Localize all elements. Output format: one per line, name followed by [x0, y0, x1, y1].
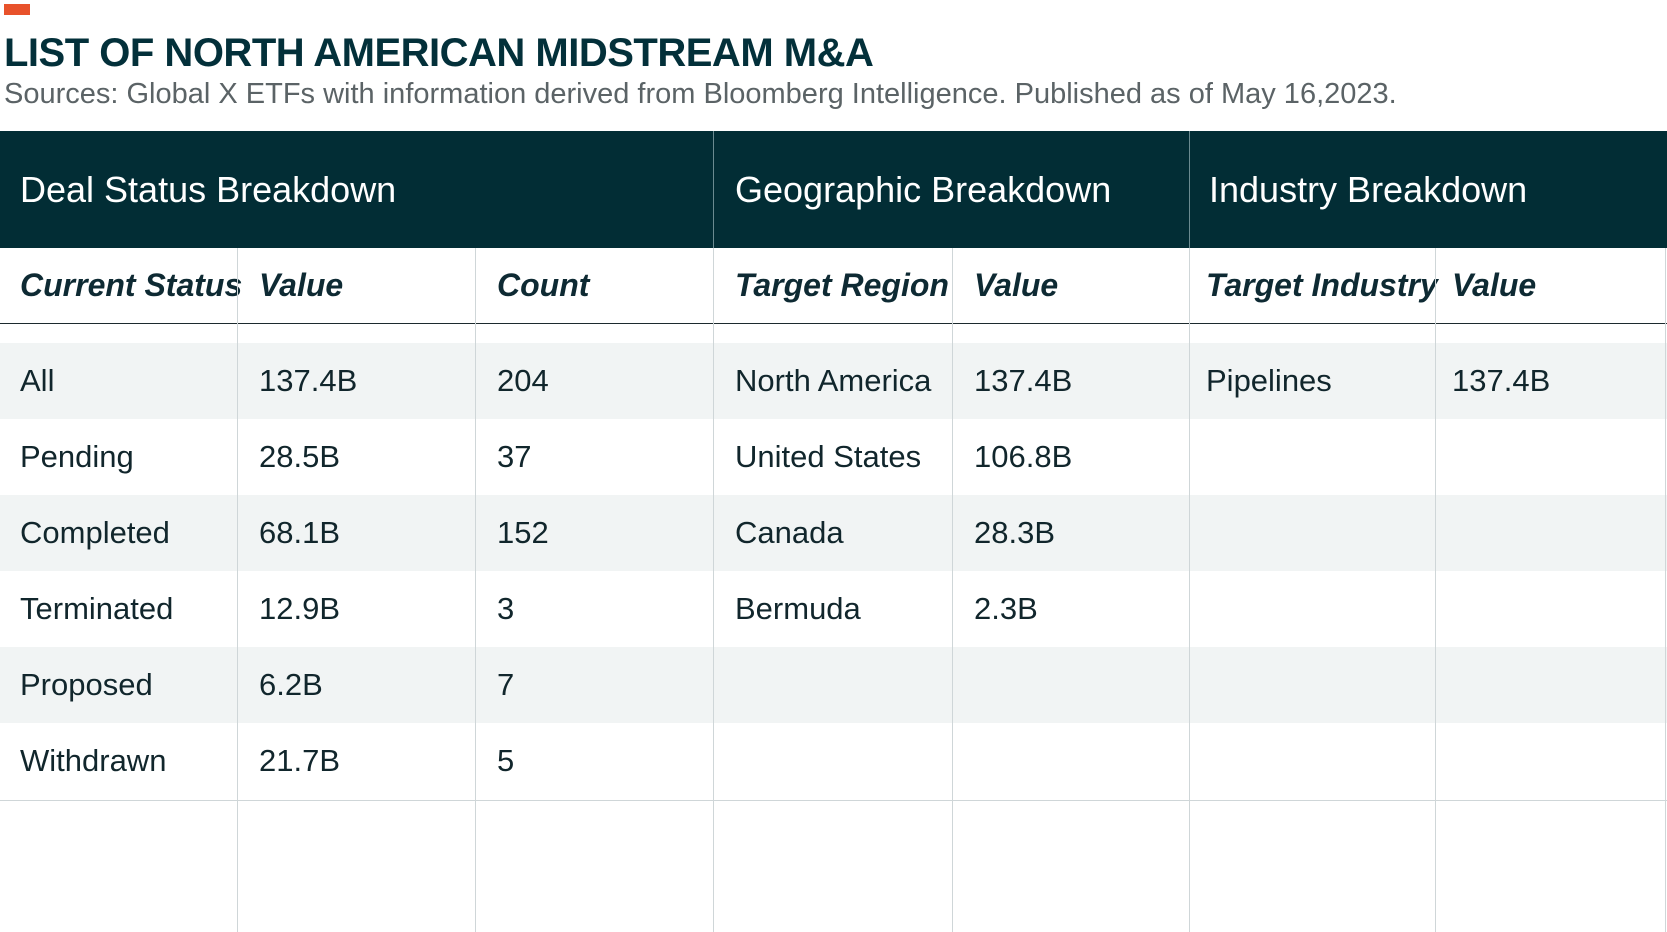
column-divider [952, 248, 953, 932]
status-cell: All [20, 363, 55, 398]
accent-bar [4, 4, 30, 15]
status-cell: Withdrawn [20, 743, 167, 778]
table-bottom-rule [0, 800, 1667, 801]
page-subtitle: Sources: Global X ETFs with information … [4, 78, 1397, 110]
column-divider [1665, 248, 1666, 932]
column-header-value: Value [974, 267, 1059, 303]
status-cell: Proposed [20, 667, 153, 702]
page-title: LIST OF NORTH AMERICAN MIDSTREAM M&A [4, 31, 874, 75]
column-divider [237, 248, 238, 932]
value-cell: 6.2B [259, 667, 323, 702]
column-header-target-industry: Target Industry [1206, 267, 1438, 303]
section-header-band [0, 131, 1667, 248]
status-cell: Pending [20, 439, 134, 474]
column-header-value: Value [1452, 267, 1537, 303]
column-divider [1189, 248, 1190, 932]
industry-cell: Pipelines [1206, 363, 1332, 398]
table-row [0, 343, 1667, 419]
column-header-target-region: Target Region [735, 267, 949, 303]
table-row [0, 647, 1667, 723]
column-divider [713, 248, 714, 932]
count-cell: 7 [497, 667, 515, 702]
column-header-current-status: Current Status [20, 267, 243, 303]
value-cell: 21.7B [259, 743, 341, 778]
table-row [0, 723, 1667, 799]
value-cell: 28.5B [259, 439, 341, 474]
section-divider [713, 131, 714, 248]
count-cell: 152 [497, 515, 549, 550]
header-rule [0, 323, 1667, 324]
section-title-deal-status: Deal Status Breakdown [20, 169, 397, 210]
value-cell: 106.8B [974, 439, 1073, 474]
value-cell: 28.3B [974, 515, 1056, 550]
region-cell: United States [735, 439, 922, 474]
value-cell: 137.4B [974, 363, 1073, 398]
region-cell: North America [735, 363, 932, 398]
value-cell: 68.1B [259, 515, 341, 550]
value-cell: 12.9B [259, 591, 341, 626]
count-cell: 37 [497, 439, 532, 474]
section-title-geographic: Geographic Breakdown [735, 169, 1112, 210]
column-divider [1435, 248, 1436, 932]
count-cell: 3 [497, 591, 515, 626]
status-cell: Terminated [20, 591, 174, 626]
section-title-industry: Industry Breakdown [1209, 169, 1528, 210]
region-cell: Bermuda [735, 591, 861, 626]
column-divider [475, 248, 476, 932]
column-header-count: Count [497, 267, 590, 303]
value-cell: 2.3B [974, 591, 1038, 626]
column-header-value: Value [259, 267, 344, 303]
value-cell: 137.4B [1452, 363, 1551, 398]
table-row [0, 495, 1667, 571]
section-divider [1189, 131, 1190, 248]
count-cell: 5 [497, 743, 515, 778]
value-cell: 137.4B [259, 363, 358, 398]
status-cell: Completed [20, 515, 170, 550]
region-cell: Canada [735, 515, 844, 550]
count-cell: 204 [497, 363, 549, 398]
